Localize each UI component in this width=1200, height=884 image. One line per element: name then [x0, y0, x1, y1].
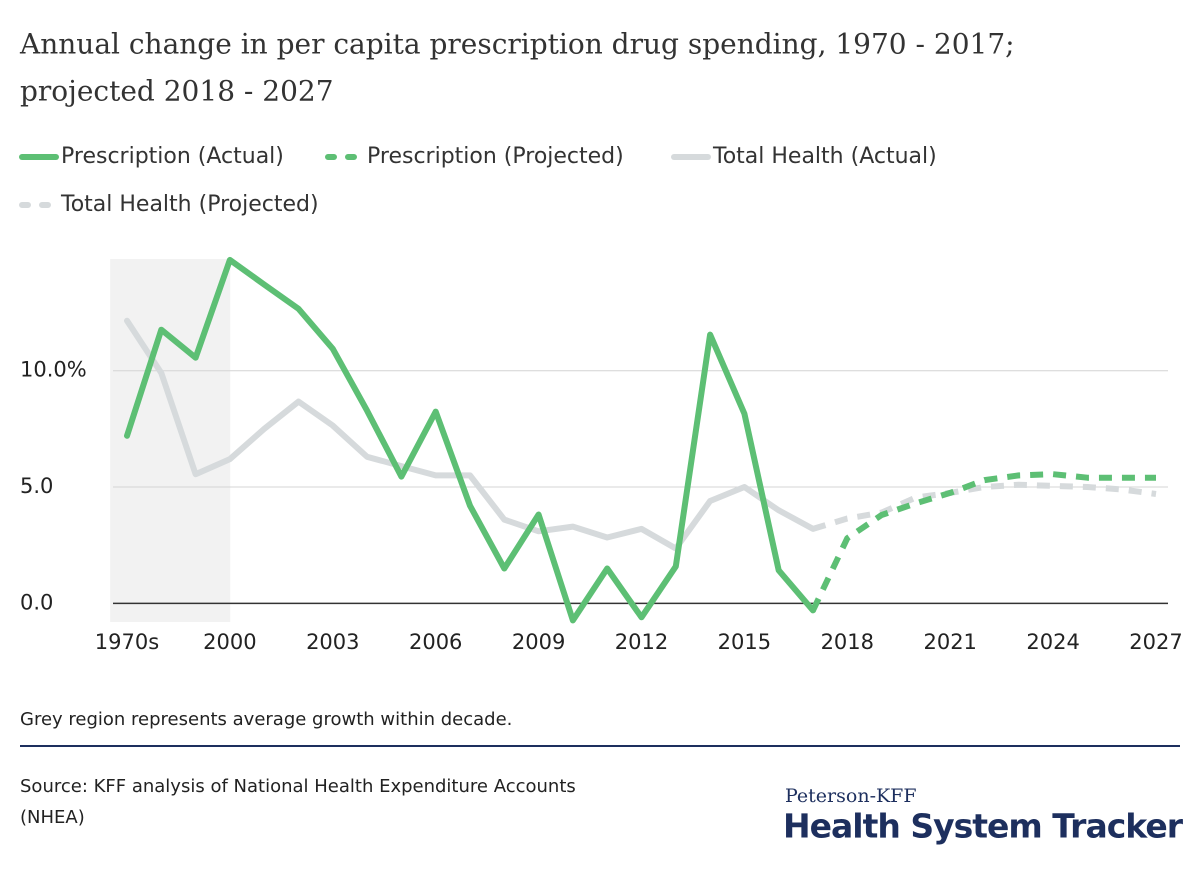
brand-top: Peterson-KFF: [785, 785, 917, 807]
x-tick-label: 2006: [409, 630, 462, 654]
y-tick-label: 10.0%: [20, 358, 87, 382]
y-tick-label: 0.0: [20, 590, 53, 614]
x-tick-label: 2009: [512, 630, 565, 654]
series-line: [810, 471, 1156, 612]
source: Source: KFF analysis of National Health …: [20, 776, 576, 797]
series-line: [124, 317, 816, 552]
x-tick-label: 2012: [615, 630, 668, 654]
note: Grey region represents average growth wi…: [20, 709, 512, 730]
x-tick-label: 1970s: [95, 630, 159, 654]
x-tick-label: 2015: [718, 630, 771, 654]
x-tick-label: 2027: [1129, 630, 1182, 654]
x-tick-label: 2021: [923, 630, 976, 654]
x-tick-label: 2003: [306, 630, 359, 654]
x-tick-label: 2024: [1026, 630, 1079, 654]
brand: Health System Tracker: [783, 807, 1184, 846]
y-tick-label: 5.0: [20, 474, 53, 498]
chart-title: Annual change in per capita prescription…: [19, 28, 1015, 61]
legend-label: Total Health (Actual): [712, 144, 937, 169]
series-line: [124, 256, 816, 624]
legend-label: Total Health (Projected): [60, 192, 319, 217]
series-line: [812, 481, 1157, 532]
x-tick-label: 2018: [821, 630, 874, 654]
x-tick-label: 2000: [203, 630, 256, 654]
legend-label: Prescription (Projected): [367, 144, 624, 169]
legend-label: Prescription (Actual): [61, 144, 284, 169]
chart-subtitle: projected 2018 - 2027: [20, 75, 334, 108]
source-line2: (NHEA): [20, 807, 85, 828]
